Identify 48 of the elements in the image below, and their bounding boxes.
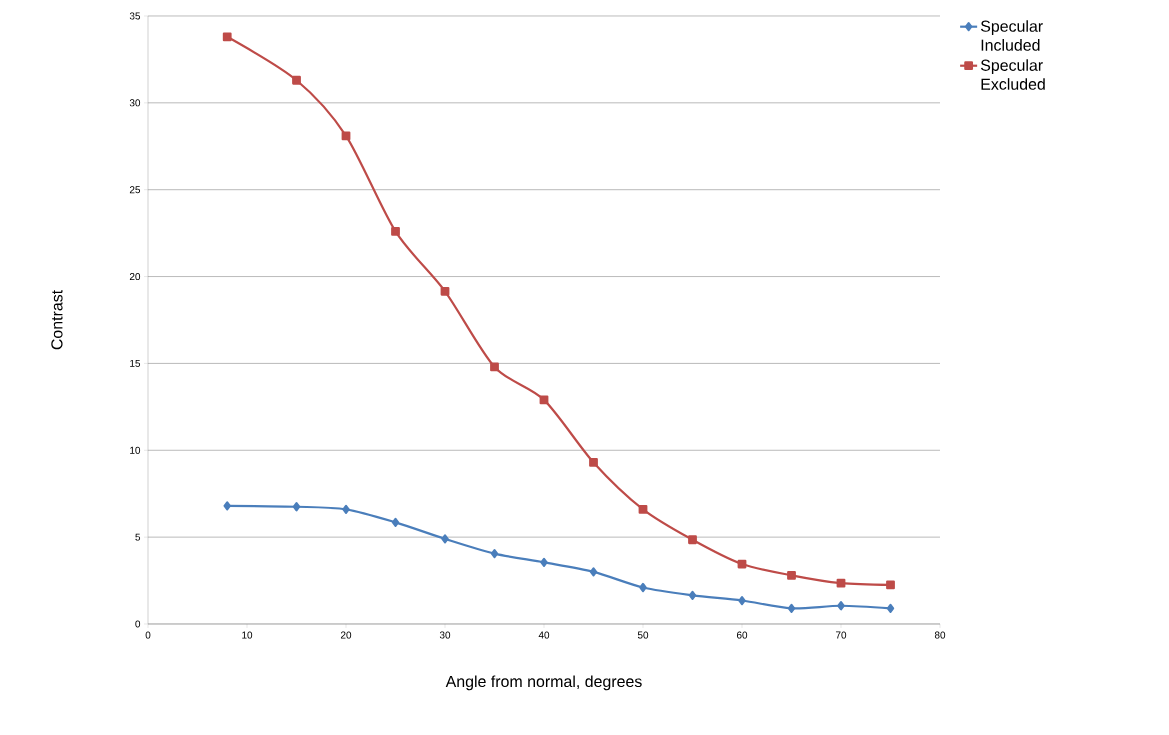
point (490, 362, 499, 372)
legend-label: Specular Included (980, 20, 1043, 51)
point (688, 590, 697, 600)
x-tick-label: 30 (439, 631, 451, 639)
y-axis-title: Contrast (51, 289, 63, 350)
x-tick-label: 70 (835, 631, 847, 639)
y-tick-label: 0 (135, 620, 141, 628)
point (540, 557, 548, 567)
y-tick-label: 35 (129, 12, 141, 20)
point (341, 131, 351, 141)
point (886, 603, 895, 613)
x-tick-label: 40 (538, 631, 550, 639)
point (688, 535, 697, 545)
point (440, 286, 450, 296)
x-tick-label: 60 (736, 631, 748, 639)
x-tick-label: 0 (145, 631, 151, 639)
point (222, 32, 232, 42)
point (886, 580, 895, 590)
y-tick-label: 15 (130, 359, 141, 367)
x-tick-label: 10 (242, 631, 253, 639)
x-axis-title: Angle from normal, degrees (445, 675, 642, 691)
y-tick-label: 20 (129, 273, 141, 281)
point (391, 517, 400, 527)
x-tick-label: 80 (934, 631, 946, 639)
point (342, 504, 350, 514)
y-tick-label: 5 (135, 533, 141, 541)
x-tick-label: 50 (637, 631, 649, 639)
point (490, 549, 499, 559)
legend-label: Specular Excluded (980, 59, 1045, 90)
point (589, 567, 598, 577)
point (292, 75, 301, 85)
point (639, 582, 647, 593)
x-tick-label: 20 (340, 631, 352, 639)
point (787, 603, 796, 613)
point (837, 601, 845, 611)
point (638, 504, 648, 514)
point (292, 502, 301, 512)
point (738, 595, 746, 606)
y-tick-label: 30 (129, 99, 141, 107)
point (539, 395, 549, 405)
point (223, 501, 231, 511)
y-tick-label: 10 (130, 446, 141, 454)
point (589, 458, 598, 467)
point (836, 578, 846, 588)
point (787, 570, 796, 580)
y-tick-label: 25 (129, 186, 141, 194)
point (391, 226, 400, 236)
point (441, 534, 449, 544)
